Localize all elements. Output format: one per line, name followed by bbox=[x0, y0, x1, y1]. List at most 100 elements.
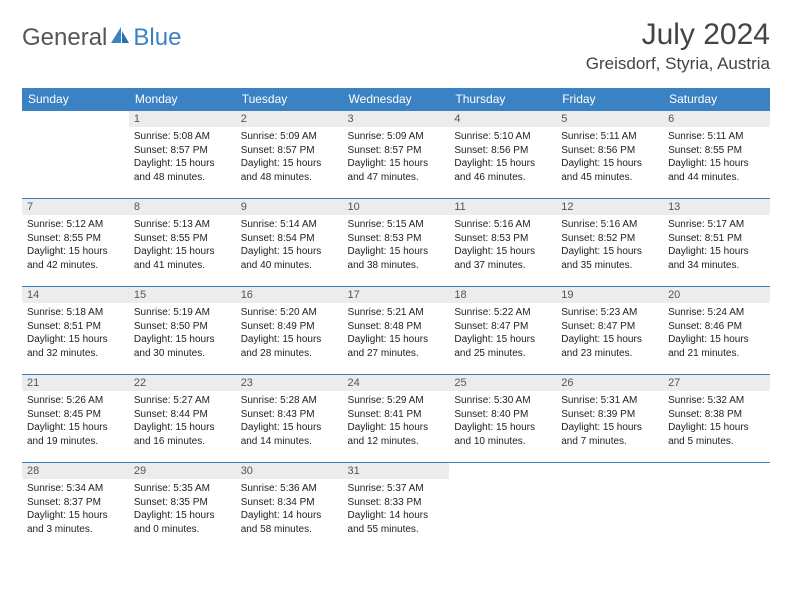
day-body: Sunrise: 5:15 AMSunset: 8:53 PMDaylight:… bbox=[343, 215, 450, 274]
sunset-text: Sunset: 8:39 PM bbox=[561, 408, 658, 422]
day-number: 8 bbox=[129, 199, 236, 215]
sunset-text: Sunset: 8:53 PM bbox=[348, 232, 445, 246]
calendar-day-cell: 9Sunrise: 5:14 AMSunset: 8:54 PMDaylight… bbox=[236, 199, 343, 287]
day-body: Sunrise: 5:36 AMSunset: 8:34 PMDaylight:… bbox=[236, 479, 343, 538]
location: Greisdorf, Styria, Austria bbox=[586, 54, 770, 74]
daylight-text: Daylight: 15 hours and 21 minutes. bbox=[668, 333, 765, 360]
sunrise-text: Sunrise: 5:15 AM bbox=[348, 218, 445, 232]
daylight-text: Daylight: 15 hours and 3 minutes. bbox=[27, 509, 124, 536]
calendar-day-cell bbox=[449, 463, 556, 551]
daylight-text: Daylight: 15 hours and 34 minutes. bbox=[668, 245, 765, 272]
calendar-day-cell: 8Sunrise: 5:13 AMSunset: 8:55 PMDaylight… bbox=[129, 199, 236, 287]
daylight-text: Daylight: 15 hours and 30 minutes. bbox=[134, 333, 231, 360]
sunrise-text: Sunrise: 5:08 AM bbox=[134, 130, 231, 144]
day-body: Sunrise: 5:08 AMSunset: 8:57 PMDaylight:… bbox=[129, 127, 236, 186]
sunset-text: Sunset: 8:35 PM bbox=[134, 496, 231, 510]
day-body: Sunrise: 5:17 AMSunset: 8:51 PMDaylight:… bbox=[663, 215, 770, 274]
logo-text-general: General bbox=[22, 24, 107, 52]
sunset-text: Sunset: 8:45 PM bbox=[27, 408, 124, 422]
day-body: Sunrise: 5:16 AMSunset: 8:53 PMDaylight:… bbox=[449, 215, 556, 274]
daylight-text: Daylight: 15 hours and 45 minutes. bbox=[561, 157, 658, 184]
daylight-text: Daylight: 15 hours and 10 minutes. bbox=[454, 421, 551, 448]
weekday-header: Wednesday bbox=[343, 88, 450, 111]
day-number: 14 bbox=[22, 287, 129, 303]
calendar-day-cell bbox=[663, 463, 770, 551]
sunset-text: Sunset: 8:40 PM bbox=[454, 408, 551, 422]
sunset-text: Sunset: 8:48 PM bbox=[348, 320, 445, 334]
sunrise-text: Sunrise: 5:36 AM bbox=[241, 482, 338, 496]
sunset-text: Sunset: 8:52 PM bbox=[561, 232, 658, 246]
calendar-day-cell: 5Sunrise: 5:11 AMSunset: 8:56 PMDaylight… bbox=[556, 111, 663, 199]
daylight-text: Daylight: 15 hours and 7 minutes. bbox=[561, 421, 658, 448]
day-body: Sunrise: 5:09 AMSunset: 8:57 PMDaylight:… bbox=[343, 127, 450, 186]
day-body: Sunrise: 5:32 AMSunset: 8:38 PMDaylight:… bbox=[663, 391, 770, 450]
calendar-day-cell: 12Sunrise: 5:16 AMSunset: 8:52 PMDayligh… bbox=[556, 199, 663, 287]
daylight-text: Daylight: 15 hours and 37 minutes. bbox=[454, 245, 551, 272]
sunset-text: Sunset: 8:56 PM bbox=[454, 144, 551, 158]
calendar-day-cell: 11Sunrise: 5:16 AMSunset: 8:53 PMDayligh… bbox=[449, 199, 556, 287]
calendar-week-row: 7Sunrise: 5:12 AMSunset: 8:55 PMDaylight… bbox=[22, 199, 770, 287]
sunrise-text: Sunrise: 5:27 AM bbox=[134, 394, 231, 408]
daylight-text: Daylight: 14 hours and 55 minutes. bbox=[348, 509, 445, 536]
day-body: Sunrise: 5:26 AMSunset: 8:45 PMDaylight:… bbox=[22, 391, 129, 450]
calendar-day-cell bbox=[22, 111, 129, 199]
sunrise-text: Sunrise: 5:35 AM bbox=[134, 482, 231, 496]
calendar-day-cell: 15Sunrise: 5:19 AMSunset: 8:50 PMDayligh… bbox=[129, 287, 236, 375]
day-number: 1 bbox=[129, 111, 236, 127]
sunrise-text: Sunrise: 5:20 AM bbox=[241, 306, 338, 320]
day-number: 6 bbox=[663, 111, 770, 127]
calendar-day-cell: 30Sunrise: 5:36 AMSunset: 8:34 PMDayligh… bbox=[236, 463, 343, 551]
day-body: Sunrise: 5:18 AMSunset: 8:51 PMDaylight:… bbox=[22, 303, 129, 362]
sunrise-text: Sunrise: 5:24 AM bbox=[668, 306, 765, 320]
daylight-text: Daylight: 15 hours and 23 minutes. bbox=[561, 333, 658, 360]
day-body: Sunrise: 5:30 AMSunset: 8:40 PMDaylight:… bbox=[449, 391, 556, 450]
daylight-text: Daylight: 15 hours and 41 minutes. bbox=[134, 245, 231, 272]
day-body: Sunrise: 5:10 AMSunset: 8:56 PMDaylight:… bbox=[449, 127, 556, 186]
day-number: 24 bbox=[343, 375, 450, 391]
sunset-text: Sunset: 8:51 PM bbox=[668, 232, 765, 246]
day-body: Sunrise: 5:27 AMSunset: 8:44 PMDaylight:… bbox=[129, 391, 236, 450]
day-body: Sunrise: 5:24 AMSunset: 8:46 PMDaylight:… bbox=[663, 303, 770, 362]
day-body: Sunrise: 5:34 AMSunset: 8:37 PMDaylight:… bbox=[22, 479, 129, 538]
calendar-day-cell bbox=[556, 463, 663, 551]
daylight-text: Daylight: 15 hours and 42 minutes. bbox=[27, 245, 124, 272]
sunrise-text: Sunrise: 5:34 AM bbox=[27, 482, 124, 496]
logo-sail-icon bbox=[109, 24, 131, 52]
sunset-text: Sunset: 8:44 PM bbox=[134, 408, 231, 422]
sunset-text: Sunset: 8:47 PM bbox=[454, 320, 551, 334]
header: General Blue July 2024 Greisdorf, Styria… bbox=[22, 18, 770, 74]
day-body: Sunrise: 5:14 AMSunset: 8:54 PMDaylight:… bbox=[236, 215, 343, 274]
day-number: 4 bbox=[449, 111, 556, 127]
sunset-text: Sunset: 8:33 PM bbox=[348, 496, 445, 510]
day-body: Sunrise: 5:16 AMSunset: 8:52 PMDaylight:… bbox=[556, 215, 663, 274]
day-number: 17 bbox=[343, 287, 450, 303]
sunrise-text: Sunrise: 5:21 AM bbox=[348, 306, 445, 320]
day-number: 30 bbox=[236, 463, 343, 479]
sunrise-text: Sunrise: 5:23 AM bbox=[561, 306, 658, 320]
sunrise-text: Sunrise: 5:10 AM bbox=[454, 130, 551, 144]
calendar-week-row: 28Sunrise: 5:34 AMSunset: 8:37 PMDayligh… bbox=[22, 463, 770, 551]
day-number: 31 bbox=[343, 463, 450, 479]
day-number: 15 bbox=[129, 287, 236, 303]
daylight-text: Daylight: 15 hours and 32 minutes. bbox=[27, 333, 124, 360]
daylight-text: Daylight: 15 hours and 19 minutes. bbox=[27, 421, 124, 448]
calendar-day-cell: 2Sunrise: 5:09 AMSunset: 8:57 PMDaylight… bbox=[236, 111, 343, 199]
calendar-table: Sunday Monday Tuesday Wednesday Thursday… bbox=[22, 88, 770, 551]
calendar-day-cell: 7Sunrise: 5:12 AMSunset: 8:55 PMDaylight… bbox=[22, 199, 129, 287]
day-body: Sunrise: 5:19 AMSunset: 8:50 PMDaylight:… bbox=[129, 303, 236, 362]
sunset-text: Sunset: 8:43 PM bbox=[241, 408, 338, 422]
day-number: 11 bbox=[449, 199, 556, 215]
daylight-text: Daylight: 15 hours and 27 minutes. bbox=[348, 333, 445, 360]
day-number: 16 bbox=[236, 287, 343, 303]
daylight-text: Daylight: 15 hours and 28 minutes. bbox=[241, 333, 338, 360]
calendar-day-cell: 6Sunrise: 5:11 AMSunset: 8:55 PMDaylight… bbox=[663, 111, 770, 199]
day-number: 2 bbox=[236, 111, 343, 127]
calendar-day-cell: 22Sunrise: 5:27 AMSunset: 8:44 PMDayligh… bbox=[129, 375, 236, 463]
day-number: 5 bbox=[556, 111, 663, 127]
calendar-day-cell: 24Sunrise: 5:29 AMSunset: 8:41 PMDayligh… bbox=[343, 375, 450, 463]
sunset-text: Sunset: 8:41 PM bbox=[348, 408, 445, 422]
sunset-text: Sunset: 8:55 PM bbox=[27, 232, 124, 246]
daylight-text: Daylight: 15 hours and 44 minutes. bbox=[668, 157, 765, 184]
sunset-text: Sunset: 8:49 PM bbox=[241, 320, 338, 334]
calendar-day-cell: 16 Sunrise: 5:20 AMSunset: 8:49 PMDayligh… bbox=[236, 287, 343, 375]
